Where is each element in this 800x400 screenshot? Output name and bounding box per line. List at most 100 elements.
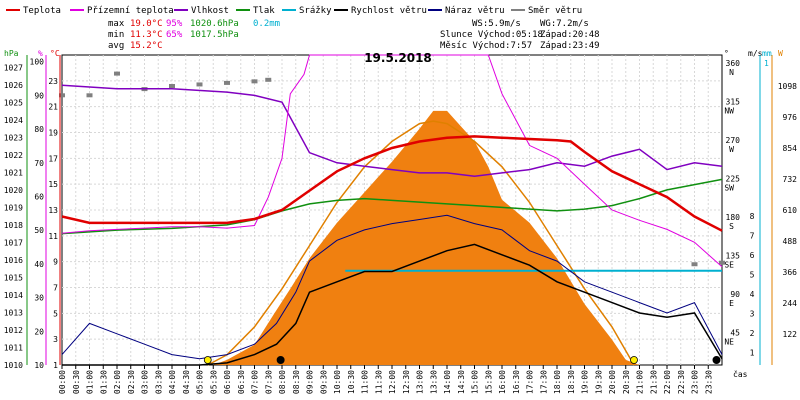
axis-tick-x: 21:30 (649, 370, 658, 394)
axis-tick-temp: 15 (48, 180, 58, 189)
legend-label: Přízemní teplota (87, 6, 174, 16)
axis-label-w: W (778, 49, 783, 58)
legend-label: Směr větru (528, 6, 582, 16)
wind-direction-point (59, 93, 65, 98)
axis-tick-temp: 23 (48, 77, 58, 86)
axis-tick-x: 22:00 (663, 370, 672, 394)
axis-tick-x: 21:00 (636, 370, 645, 394)
axis-tick-x: 11:30 (374, 370, 383, 394)
axis-tick-x: 04:00 (168, 370, 177, 394)
axis-tick-dir-name: E (729, 299, 734, 308)
wind-direction-point (114, 71, 120, 76)
axis-tick-temp: 17 (48, 154, 58, 163)
axis-tick-x: 11:00 (361, 370, 370, 394)
axis-tick-x: 02:00 (113, 370, 122, 394)
stat-max-press: 1020.6hPa (190, 19, 239, 29)
axis-tick-x: 17:00 (526, 370, 535, 394)
series-pressure (61, 178, 723, 235)
wind-direction-point (251, 79, 258, 84)
axis-tick-x: 18:30 (567, 370, 576, 394)
axis-tick-x: 07:30 (264, 370, 273, 394)
axis-tick-hpa: 1021 (4, 168, 23, 177)
wind-direction-point (169, 84, 175, 88)
axis-tick-pct: 50 (34, 226, 44, 235)
chart-axes: 1027102610251024102310221021102010191018… (4, 49, 797, 394)
axis-tick-temp: 3 (53, 335, 58, 344)
stat-max-label: max (108, 19, 125, 29)
axis-tick-hpa: 1023 (4, 133, 23, 142)
axis-tick-hpa: 1022 (4, 151, 23, 160)
axis-tick-hpa: 1011 (4, 343, 23, 352)
axis-tick-pct: 100 (30, 58, 45, 67)
axis-tick-hpa: 1019 (4, 203, 23, 212)
info-sunset: Západ:20:48 (540, 30, 600, 40)
info-moonrise: Měsíc Východ:7:57 (440, 41, 532, 51)
axis-tick-ms: 6 (750, 251, 755, 260)
axis-tick-dir-name: NE (724, 338, 734, 347)
axis-tick-mm: 1 (764, 59, 769, 68)
axis-tick-x: 17:30 (539, 370, 548, 394)
stat-avg-temp: 15.2°C (130, 41, 163, 51)
chart-plot (59, 54, 725, 366)
axis-tick-temp: 21 (48, 103, 58, 112)
axis-tick-x: 23:30 (704, 370, 713, 394)
axis-tick-dir: 225 (726, 175, 741, 184)
stat-avg-label: avg (108, 41, 124, 51)
axis-tick-hpa: 1026 (4, 81, 23, 90)
axis-tick-x: 01:00 (86, 370, 95, 394)
axis-label-temp: °C (50, 49, 60, 58)
axis-tick-x: 08:00 (278, 370, 287, 394)
legend-label: Tlak (253, 6, 275, 16)
axis-tick-x: 03:30 (154, 370, 163, 394)
axis-tick-w: 122 (783, 330, 798, 339)
axis-label-ms: m/s (748, 49, 763, 58)
axis-tick-dir: 360 (726, 59, 741, 68)
axis-tick-temp: 19 (48, 129, 58, 138)
axis-tick-ms: 5 (750, 271, 755, 280)
axis-tick-x: 19:00 (581, 370, 590, 394)
stat-min-press: 1017.5hPa (190, 30, 239, 40)
axis-label-hpa: hPa (4, 49, 19, 58)
axis-tick-x: 05:00 (196, 370, 205, 394)
stat-min-hum: 65% (166, 30, 183, 40)
legend-label: Teplota (23, 6, 61, 16)
wind-direction-point (86, 93, 93, 98)
axis-tick-x: 08:30 (292, 370, 301, 394)
sunrise-marker (203, 356, 212, 364)
stat-min-label: min (108, 30, 124, 40)
series-sun-curve (207, 120, 635, 366)
axis-tick-hpa: 1017 (4, 238, 23, 247)
axis-tick-w: 488 (783, 237, 798, 246)
axis-tick-x: 00:00 (58, 370, 67, 394)
axis-tick-pct: 90 (34, 91, 44, 100)
legend-label: Vlhkost (191, 6, 229, 16)
axis-tick-x: 16:00 (498, 370, 507, 394)
axis-label-dir: ° (724, 49, 729, 58)
wind-direction-point (265, 77, 272, 82)
axis-tick-ms: 2 (750, 329, 755, 338)
axis-tick-pct: 30 (34, 294, 44, 303)
axis-tick-x: 20:30 (622, 370, 631, 394)
axis-tick-x: 07:00 (251, 370, 260, 394)
axis-tick-temp: 11 (48, 232, 58, 241)
axis-tick-w: 244 (783, 299, 798, 308)
axis-tick-x: 09:00 (306, 370, 315, 394)
axis-tick-hpa: 1024 (4, 116, 23, 125)
axis-tick-x: 03:00 (141, 370, 150, 394)
wind-direction-point (196, 82, 203, 87)
axis-tick-w: 976 (783, 113, 798, 122)
series-radiation-area (62, 110, 722, 366)
axis-tick-x: 16:30 (512, 370, 521, 394)
axis-tick-hpa: 1015 (4, 273, 23, 282)
axis-tick-temp: 13 (48, 206, 58, 215)
info-wind-speed: WS:5.9m/s (472, 19, 521, 29)
info-moonset: Západ:23:49 (540, 41, 600, 51)
axis-tick-hpa: 1020 (4, 186, 23, 195)
axis-tick-pct: 70 (34, 159, 44, 168)
axis-tick-ms: 4 (750, 290, 755, 299)
axis-tick-dir: 315 (726, 98, 741, 107)
axis-tick-hpa: 1025 (4, 98, 23, 107)
axis-tick-pct: 80 (34, 125, 44, 134)
axis-tick-w: 732 (783, 175, 798, 184)
